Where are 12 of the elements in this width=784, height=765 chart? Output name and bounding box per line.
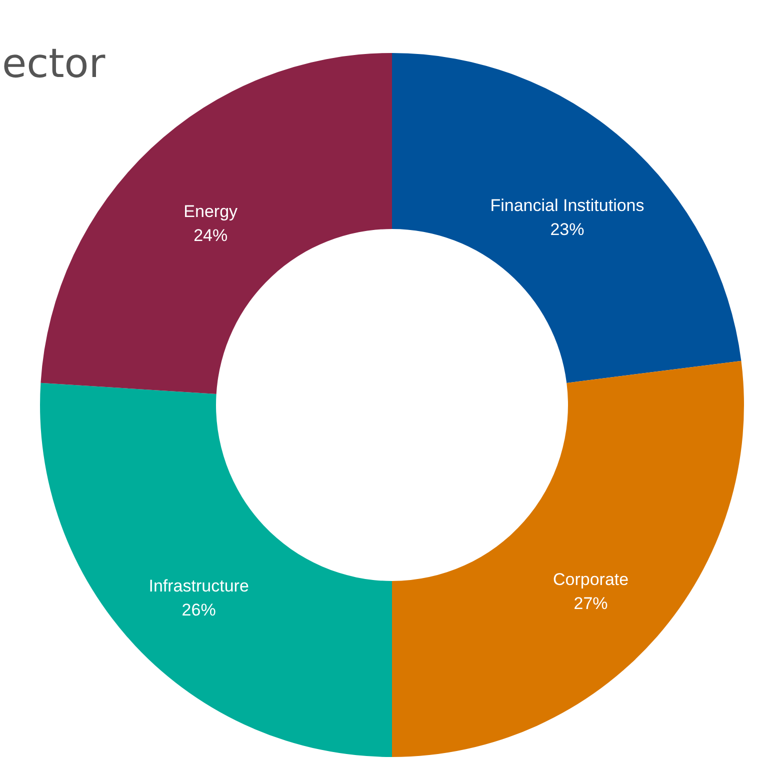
chart-title: ector	[2, 41, 106, 87]
donut-slice	[392, 360, 744, 757]
data-label: 27%	[574, 594, 608, 614]
data-label: 26%	[182, 600, 216, 620]
data-label: 24%	[194, 226, 228, 245]
donut-slice	[40, 382, 392, 757]
donut-slice	[392, 53, 742, 383]
slice-label: Energy	[184, 202, 238, 221]
slice-label: Financial Institutions	[490, 196, 644, 216]
slice-label: Corporate	[552, 570, 629, 590]
data-label: 23%	[550, 220, 584, 240]
slice-label: Infrastructure	[148, 576, 249, 596]
